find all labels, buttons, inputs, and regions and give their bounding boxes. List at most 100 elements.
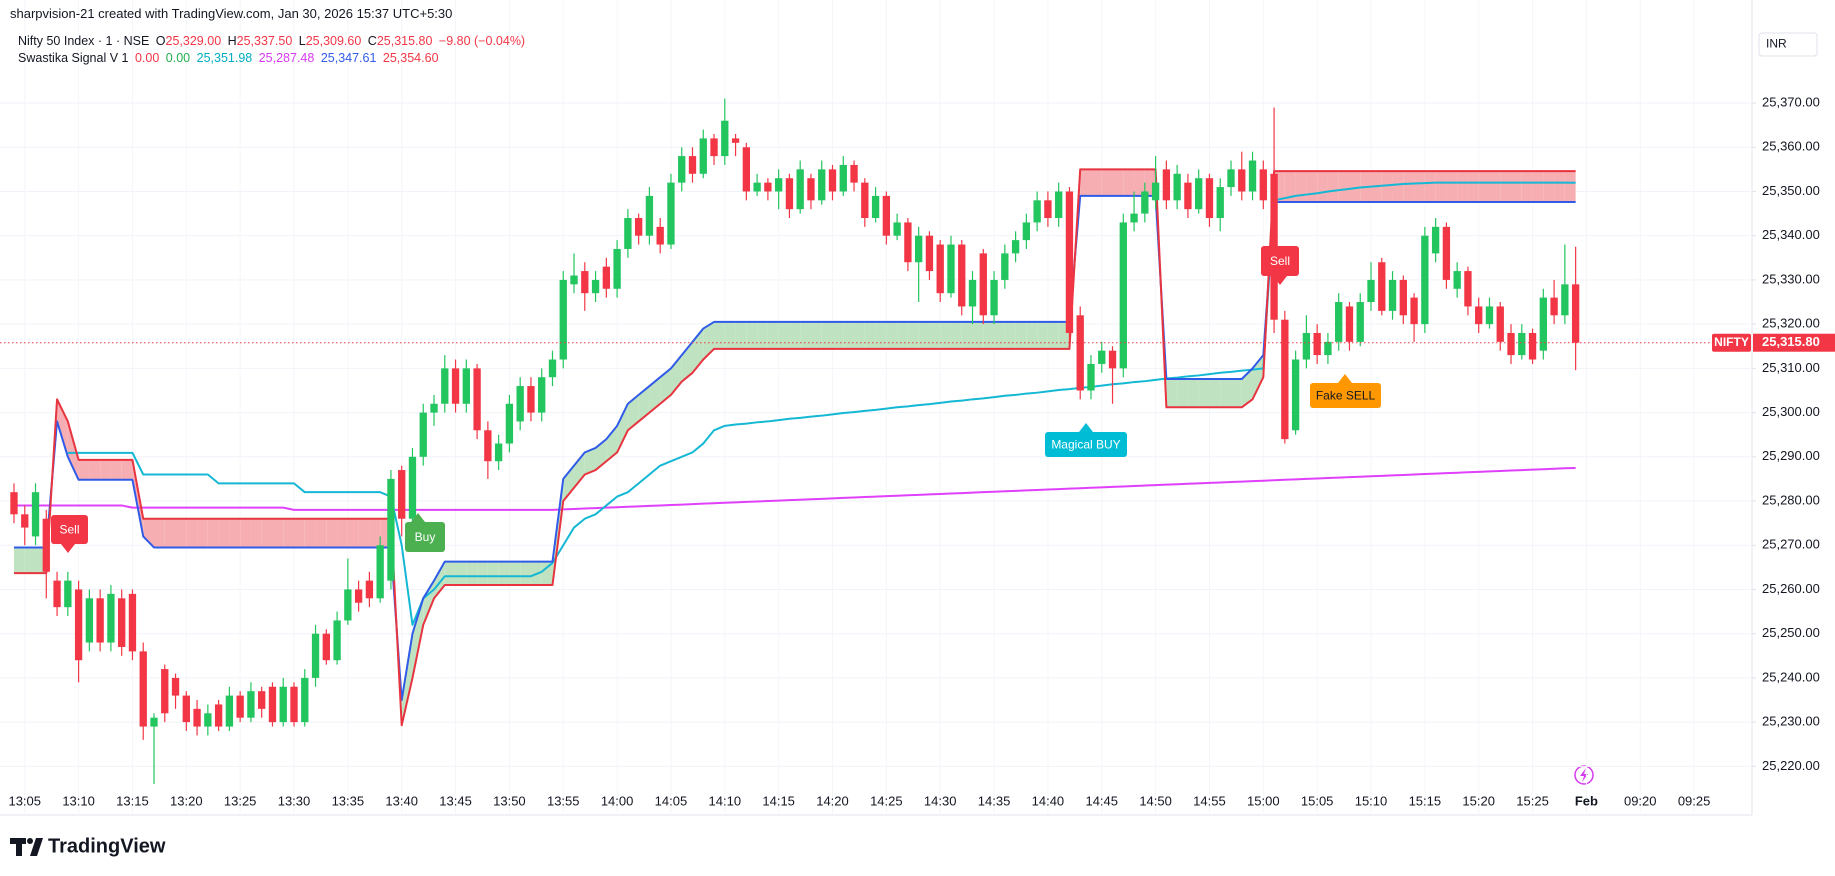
symbol[interactable]: Nifty 50 Index · 1 · NSE [18,34,150,48]
cloud-fill [918,321,930,349]
symbol-tag [1712,333,1751,352]
x-tick-label: 14:50 [1139,793,1172,808]
icon-bolt [1580,768,1588,782]
candle-body [1345,306,1354,342]
candle-body [904,222,912,263]
cloud-fill [897,321,908,349]
signal-arrow [411,513,425,522]
cloud-fill [994,321,1005,349]
cloud-fill [337,518,348,548]
y-tick-label: 25,220.00 [1762,758,1820,773]
x-tick-label: 14:40 [1032,793,1065,808]
candle-body [1313,332,1321,356]
cloud-fill [950,321,962,349]
x-tick-label: Feb [1575,793,1598,808]
candle-body [376,545,384,599]
candle-body [258,691,266,709]
y-tick-label: 25,240.00 [1762,669,1820,684]
candle-body [322,633,330,661]
cloud-fill [1381,171,1393,203]
y-tick-label: 25,270.00 [1762,537,1820,552]
candle-body [1259,169,1267,201]
cloud-fill [67,421,79,480]
indicator-value: 25,287.48 [258,51,315,65]
candle-body [225,695,234,727]
cloud-fill [261,518,273,548]
candle-body [1087,363,1095,391]
cloud-fill [767,321,779,349]
cloud-fill [1015,321,1027,349]
change: −9.80 (−0.04%) [438,34,526,48]
cloud-fill [1220,378,1231,408]
c-label: C [367,34,377,48]
cloud-fill [1241,368,1253,408]
signal-arrow [61,544,75,553]
candle-body [979,253,987,316]
candle-body [721,120,729,157]
candle-body [1119,222,1127,369]
cloud-fill [347,518,359,548]
cloud-fill [100,459,111,480]
candle-body [893,222,901,236]
y-tick-label: 25,340.00 [1762,227,1820,242]
candle-body [268,686,277,723]
candle-body [861,182,869,219]
signal-arrow [1079,423,1093,432]
candle-body [634,218,643,236]
candle-body [494,443,503,462]
legend-indicator: Swastika Signal V 1 0.00 0.00 25,351.98 … [18,51,442,65]
x-tick-label: 13:30 [278,793,311,808]
cloud-fill [649,377,661,413]
h-label: H [227,34,237,48]
price-tag-text: 25,315.80 [1762,334,1820,349]
candle-body [742,147,751,192]
cloud-fill [832,321,844,349]
candle-body [1410,297,1418,325]
candle-body [1571,284,1580,343]
logo-part [10,838,26,856]
candle-body [581,271,589,294]
cloud-fill [401,633,413,726]
candle-body [21,514,29,528]
candle-body [1550,297,1558,316]
cloud-fill [121,459,133,480]
candle-body [354,589,363,603]
cloud-fill [498,561,510,586]
candle-body [516,386,524,422]
cloud-fill [1414,171,1425,203]
candle-body [441,368,449,404]
y-tick-label: 25,370.00 [1762,94,1820,109]
y-tick-label: 25,250.00 [1762,625,1820,640]
candle-body [968,279,977,307]
cloud-fill [1478,171,1490,203]
candle-body [818,169,826,201]
symbol-tag-text: NIFTY [1714,335,1749,349]
candle-body [1464,271,1472,307]
candle-body [1141,191,1149,214]
cloud-fill [864,321,876,349]
indicator-value: 0.00 [134,51,160,65]
cloud-fill [1177,378,1188,408]
indicator-value: 25,354.60 [382,51,439,65]
cloud-fill [1403,171,1415,203]
cloud-fill [1435,171,1447,203]
candle-body [1302,332,1311,360]
x-tick-label: 14:35 [978,793,1011,808]
candle-body [1291,359,1300,431]
cloud-fill [1511,171,1522,203]
cloud-fill [940,321,951,349]
indicator-name[interactable]: Swastika Signal V 1 [18,51,129,65]
candle-body [764,182,772,192]
candle-body [505,403,514,444]
candle-body [1044,200,1052,219]
cloud-fill [1392,171,1404,203]
cloud-fill [272,518,284,548]
c-value: 25,315.80 [376,34,433,48]
candle-body [990,279,998,316]
cloud-fill [1521,171,1533,203]
candle-body [559,279,567,360]
candle-body [602,266,610,289]
signal-arrow [1338,374,1352,383]
x-tick-label: 09:25 [1678,793,1711,808]
candle-body [53,580,61,608]
